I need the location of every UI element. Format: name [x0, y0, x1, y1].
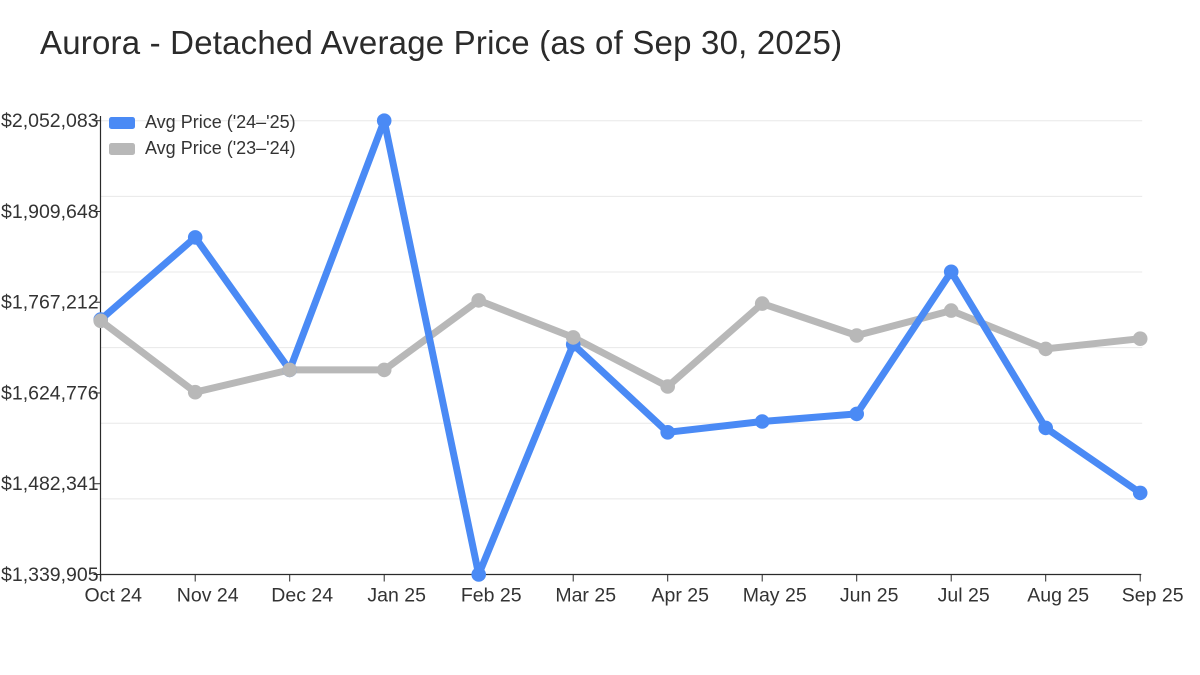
data-point-previous-year [565, 330, 581, 345]
data-point-current-year [660, 425, 675, 440]
data-point-previous-year [187, 384, 203, 400]
legend: Avg Price ('24–'25) Avg Price ('23–'24) [109, 111, 296, 160]
data-point-previous-year [1038, 341, 1053, 357]
legend-swatch-previous-year [109, 142, 135, 155]
y-axis-label: $1,767,212 [1, 292, 99, 314]
data-point-current-year [376, 113, 392, 128]
data-point-previous-year [660, 379, 675, 394]
x-axis-label: Oct 24 [84, 585, 142, 607]
series-line-previous-year [97, 296, 1144, 396]
data-point-previous-year [1132, 331, 1148, 347]
legend-item-previous-year: Avg Price ('23–'24) [109, 137, 296, 160]
data-point-previous-year [471, 293, 487, 308]
y-axis-label: $1,624,776 [1, 382, 99, 404]
legend-swatch-current-year [109, 116, 135, 129]
x-axis-label: Dec 24 [271, 585, 333, 607]
data-point-current-year [849, 406, 864, 422]
series-line-current-year [97, 117, 1144, 578]
x-axis-label: May 25 [743, 585, 807, 607]
x-axis-label: Aug 25 [1027, 585, 1089, 607]
data-point-previous-year [849, 328, 864, 343]
x-axis-label: Jan 25 [367, 585, 426, 607]
data-point-previous-year [754, 296, 770, 311]
legend-label-current-year: Avg Price ('24–'25) [145, 112, 296, 132]
y-axis-label: $1,909,648 [1, 201, 99, 223]
data-point-current-year [943, 264, 959, 280]
x-axis-label: Jul 25 [938, 585, 990, 607]
data-point-previous-year [376, 362, 392, 378]
x-axis-label: Jun 25 [840, 585, 899, 607]
x-axis-label: Sep 25 [1122, 585, 1184, 607]
legend-item-current-year: Avg Price ('24–'25) [109, 111, 296, 134]
data-point-current-year [1132, 485, 1148, 501]
y-axis-label: $1,482,341 [1, 473, 99, 495]
data-point-current-year [754, 414, 770, 429]
x-axis-label: Apr 25 [651, 585, 709, 607]
data-point-previous-year [943, 303, 959, 318]
data-point-current-year [471, 567, 487, 582]
x-axis-label: Nov 24 [177, 585, 239, 607]
legend-label-previous-year: Avg Price ('23–'24) [145, 138, 296, 158]
y-axis-label: $1,339,905 [1, 564, 99, 586]
x-axis-label: Feb 25 [461, 585, 522, 607]
y-axis-label: $2,052,083 [1, 110, 99, 132]
chart-title: Aurora - Detached Average Price (as of S… [40, 24, 843, 61]
data-point-current-year [187, 230, 203, 245]
data-point-previous-year [93, 313, 108, 329]
x-axis-label: Mar 25 [555, 585, 616, 607]
data-point-current-year [1038, 420, 1053, 436]
data-point-previous-year [282, 362, 298, 378]
